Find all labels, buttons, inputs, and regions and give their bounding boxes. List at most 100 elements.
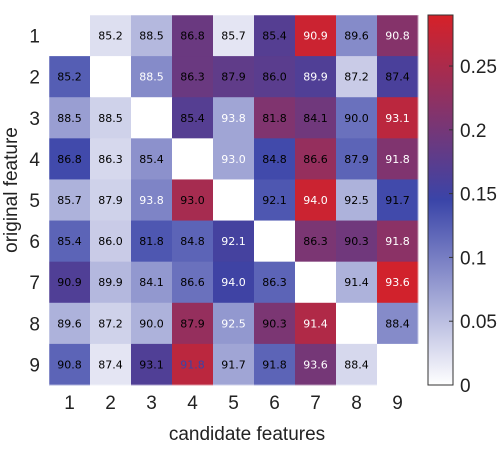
cell-value-label: 93.0: [221, 153, 246, 166]
cell-value-label: 87.9: [221, 71, 246, 84]
cell-value-label: 85.4: [180, 112, 205, 125]
cell-value-label: 92.5: [344, 194, 369, 207]
cell-value-label: 89.9: [303, 71, 328, 84]
heatmap-cell: [377, 261, 419, 304]
heatmap-cell: [254, 179, 296, 222]
heatmap-cell: [90, 302, 132, 345]
y-tick-label: 7: [29, 273, 40, 294]
heatmap-cell: [336, 261, 378, 304]
y-tick-label: 5: [29, 191, 40, 212]
heatmap-cell: [336, 97, 378, 139]
heatmap-cell: [295, 138, 337, 180]
heatmap-cell-diagonal: [336, 302, 378, 345]
heatmap-cell: [90, 138, 132, 180]
y-tick-label: 3: [29, 109, 40, 130]
heatmap-cell: [295, 343, 337, 386]
heatmap-cell: [172, 343, 214, 386]
cell-value-label: 92.5: [221, 317, 246, 330]
heatmap-cell: [131, 261, 173, 304]
cell-value-label: 84.8: [262, 153, 287, 166]
y-tick-label: 2: [29, 68, 40, 89]
cell-value-label: 88.4: [344, 358, 369, 371]
cell-value-label: 87.4: [385, 71, 410, 84]
cell-value-label: 90.3: [262, 317, 287, 330]
colorbar: 0 0.05 0.1 0.15 0.2 0.25: [427, 14, 497, 397]
cell-value-label: 91.8: [385, 235, 410, 248]
cell-value-label: 86.8: [57, 153, 82, 166]
heatmap-cell: [254, 261, 296, 304]
colorbar-tick-label: 0: [460, 376, 471, 397]
y-tick-label: 6: [29, 232, 40, 253]
heatmap-cell: [90, 261, 132, 304]
heatmap-cell: [377, 138, 419, 180]
heatmap-cell-diagonal: [49, 15, 91, 57]
heatmap-cell: [131, 138, 173, 180]
heatmap-cell: [49, 138, 91, 180]
y-tick-label: 9: [29, 355, 40, 376]
heatmap-cell-diagonal: [172, 138, 214, 180]
cell-value-label: 89.6: [57, 317, 82, 330]
heatmap-cell: [336, 138, 378, 180]
heatmap-cell: [172, 56, 214, 98]
heatmap-cell: [131, 343, 173, 386]
cell-value-label: 89.6: [344, 30, 369, 43]
heatmap-cell: [213, 138, 255, 180]
plot-frame: [48, 14, 419, 386]
heatmap-cell: [172, 15, 214, 57]
cell-value-label: 86.8: [180, 30, 205, 43]
cell-value-label: 86.3: [262, 276, 287, 289]
heatmap-cell: [295, 97, 337, 139]
heatmap-cell: [49, 220, 91, 263]
cell-value-label: 88.5: [98, 112, 123, 125]
colorbar-gradient: [427, 14, 454, 386]
heatmap-cell: [254, 56, 296, 98]
x-axis-ticks: 1 2 3 4 5 6 7 8 9: [64, 393, 403, 414]
cell-value-label: 92.1: [262, 194, 287, 207]
cell-value-label: 85.2: [57, 71, 82, 84]
heatmap-cell-labels: 85.2 88.5 86.8 85.7 85.4 90.9 89.6 90.8 85.2 88.5…: [57, 30, 410, 372]
heatmap-cell: [295, 220, 337, 263]
cell-value-label: 85.4: [139, 153, 164, 166]
x-axis-label: candidate features: [169, 424, 325, 445]
heatmap-cell: [254, 302, 296, 345]
cell-value-label: 91.8: [180, 358, 205, 371]
cell-value-label: 85.2: [98, 30, 123, 43]
heatmap-cell: [295, 179, 337, 222]
cell-value-label: 81.8: [139, 235, 164, 248]
heatmap-cell: [90, 15, 132, 57]
heatmap-cell-diagonal: [254, 220, 296, 263]
cell-value-label: 86.6: [180, 276, 205, 289]
heatmap-cell: [131, 220, 173, 263]
colorbar-ticks: 0 0.05 0.1 0.15 0.2 0.25: [449, 57, 497, 397]
y-tick-label: 1: [29, 27, 40, 48]
cell-value-label: 87.9: [344, 153, 369, 166]
heatmap-cell: [377, 220, 419, 263]
heatmap-cell-diagonal: [131, 97, 173, 139]
heatmap-cell: [254, 138, 296, 180]
cell-value-label: 91.7: [221, 358, 246, 371]
cell-value-label: 93.6: [303, 358, 328, 371]
x-tick-label: 4: [187, 393, 198, 414]
cell-value-label: 87.9: [98, 194, 123, 207]
cell-value-label: 85.4: [262, 30, 287, 43]
colorbar-tick-label: 0.1: [460, 248, 486, 269]
colorbar-tick-label: 0.2: [460, 121, 486, 142]
heatmap-cell: [213, 97, 255, 139]
heatmap-cell: [377, 15, 419, 57]
cell-value-label: 86.3: [98, 153, 123, 166]
cell-value-label: 91.4: [303, 317, 328, 330]
heatmap-cell-diagonal: [377, 343, 419, 386]
cell-value-label: 90.3: [344, 235, 369, 248]
cell-value-label: 84.8: [180, 235, 205, 248]
cell-value-label: 91.8: [262, 358, 287, 371]
heatmap-cell: [131, 179, 173, 222]
heatmap-cell: [172, 220, 214, 263]
cell-value-label: 86.0: [262, 71, 287, 84]
cell-value-label: 93.1: [139, 358, 164, 371]
cell-value-label: 93.8: [221, 112, 246, 125]
heatmap-cell: [90, 343, 132, 386]
x-tick-label: 7: [310, 393, 321, 414]
heatmap-cell: [377, 56, 419, 98]
cell-value-label: 88.5: [139, 30, 164, 43]
